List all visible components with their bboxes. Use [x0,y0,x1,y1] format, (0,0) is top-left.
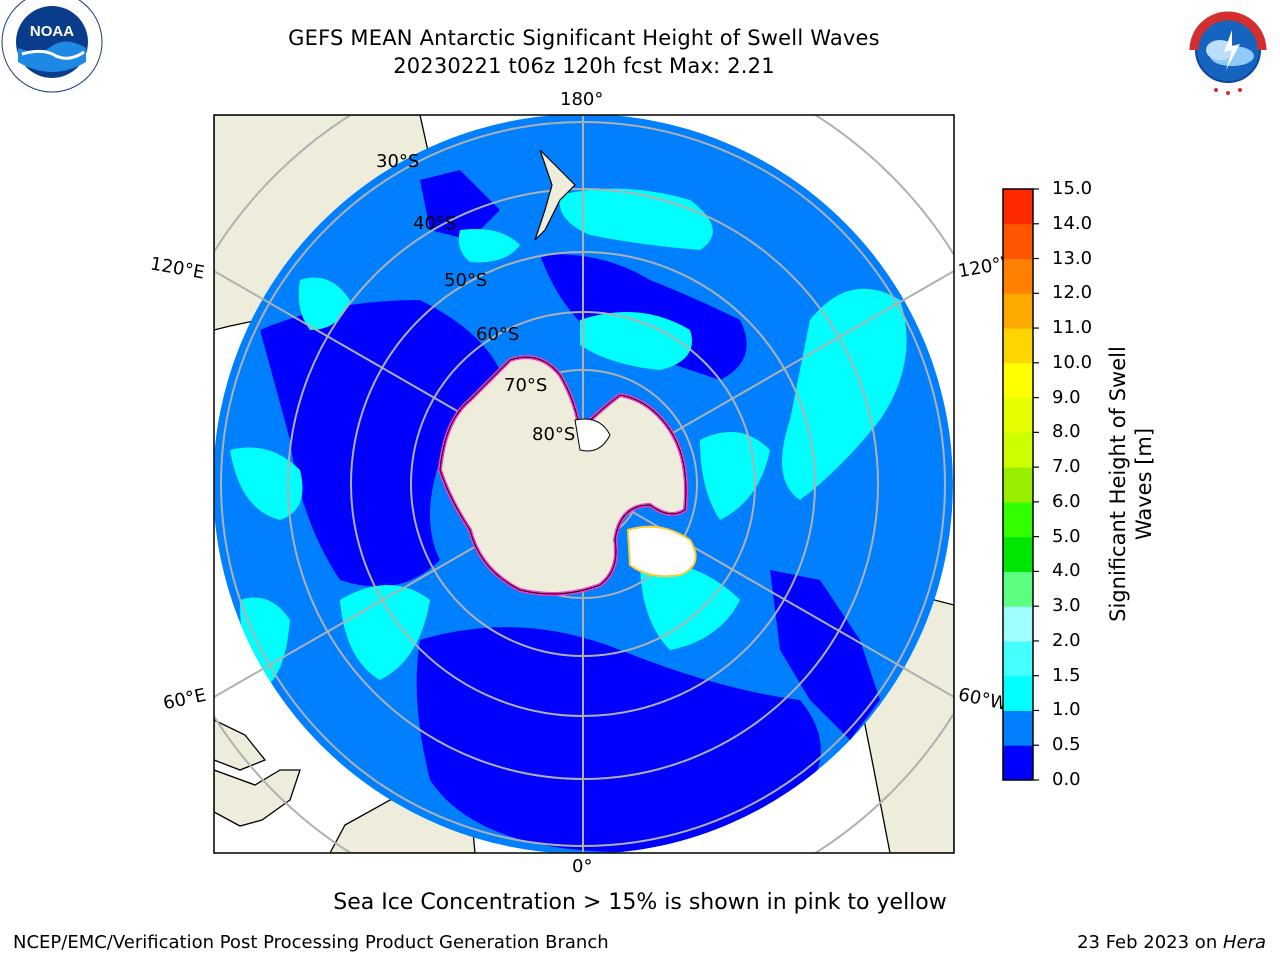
colorbar-segment [1003,258,1033,294]
latitude-label: 70°S [504,375,548,396]
colorbar-tick-label: 14.0 [1052,212,1093,234]
colorbar-segment [1003,467,1033,503]
latitude-label: 80°S [532,424,576,445]
colorbar-tick-label: 1.5 [1052,664,1081,686]
host-name: Hera [1222,932,1266,953]
national-weather-service-logo-icon [1176,0,1280,104]
colorbar-segment [1003,536,1033,572]
colorbar-segment [1003,606,1033,642]
colorbar-segment [1003,675,1033,711]
colorbar-segment [1003,432,1033,468]
colorbar-tick-label: 7.0 [1052,456,1081,478]
antarctica-land [437,355,697,596]
noaa-logo-icon: NOAA [0,0,104,104]
colorbar-segment [1003,710,1033,746]
colorbar-tick-label: 3.0 [1052,595,1081,617]
colorbar-tick-label: 15.0 [1052,178,1093,199]
colorbar-tick-label: 10.0 [1052,351,1093,373]
sea-ice-note: Sea Ice Concentration > 15% is shown in … [333,890,947,915]
date-text: 23 Feb 2023 on [1077,932,1223,953]
swell-low-regions [260,170,880,852]
colorbar-tick-label: 2.0 [1052,629,1081,651]
colorbar-frame [1002,188,1034,781]
noaa-logo-text: NOAA [30,23,74,40]
colorbar-segment [1003,189,1033,225]
colorbar-segment [1003,397,1033,433]
colorbar-tick-label: 11.0 [1052,317,1093,339]
colorbar-title: Significant Height of Swell Waves [m] [1106,346,1156,622]
colorbar-segment [1003,293,1033,329]
longitude-label-0: 0° [572,856,593,877]
colorbar-tick-label: 4.0 [1052,560,1081,582]
new-zealand-land [534,149,576,241]
latitude-label: 40°S [413,213,457,234]
colorbar-tick-label: 13.0 [1052,247,1093,269]
colorbar-tick-label: 1.0 [1052,699,1081,721]
colorbar-segment [1003,571,1033,607]
latitude-label: 60°S [476,324,520,345]
colorbar-tick-label: 8.0 [1052,421,1081,443]
colorbar-tick-label: 6.0 [1052,490,1081,512]
colorbar-title-container: Significant Height of Swell Waves [m] [1104,330,1156,640]
credit-line: NCEP/EMC/Verification Post Processing Pr… [13,932,609,953]
colorbar-segment [1003,223,1033,260]
colorbar-segment [1003,328,1033,364]
colorbar-segment [1003,501,1033,538]
colorbar-tick-label: 0.0 [1052,769,1081,790]
map-frame [213,114,955,854]
latitude-label: 30°S [376,151,420,172]
latitude-label: 50°S [444,270,488,291]
map-title: GEFS MEAN Antarctic Significant Height o… [288,26,880,50]
colorbar-segment [1003,362,1033,399]
colorbar-segment [1003,745,1033,781]
colorbar-tick-label: 12.0 [1052,282,1093,304]
colorbar-tick-label: 0.5 [1052,734,1081,756]
colorbar-tick-label: 9.0 [1052,386,1081,408]
colorbar-tick-label: 5.0 [1052,525,1081,547]
map-subtitle: 20230221 t06z 120h fcst Max: 2.21 [393,54,775,78]
colorbar-segment [1003,640,1033,677]
date-stamp: 23 Feb 2023 on Hera [1077,932,1266,953]
longitude-label-180: 180° [560,89,604,110]
